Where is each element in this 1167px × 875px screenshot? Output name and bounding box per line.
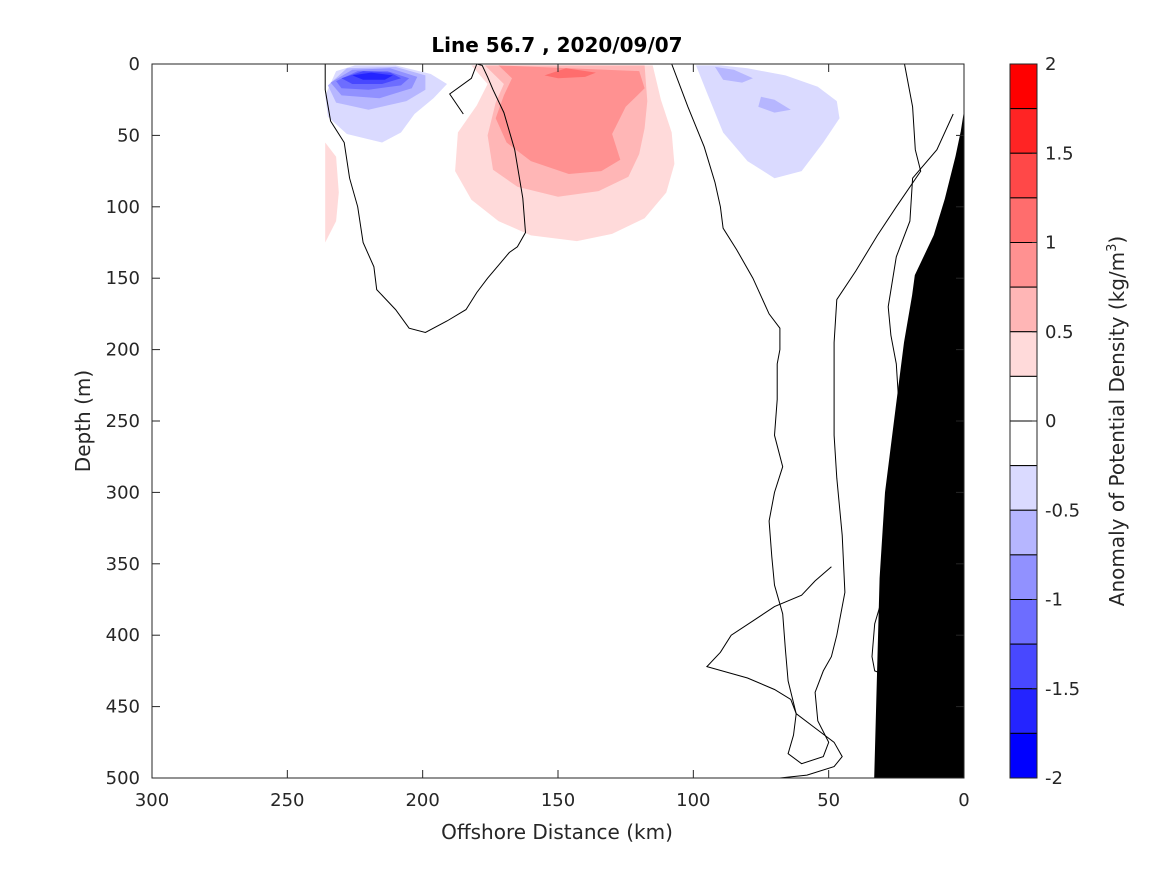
x-tick-label: 150 [541,790,575,811]
y-tick-label: 500 [106,768,140,789]
colorbar-tick-label: -2 [1045,768,1063,789]
y-tick-label: 100 [106,197,140,218]
y-tick-label: 0 [129,54,140,75]
colorbar-level [1009,465,1038,511]
y-tick-label: 300 [106,482,140,503]
positive-eddy-level-9 [495,65,645,174]
y-tick-label: 450 [106,697,140,718]
x-tick-label: 300 [135,790,169,811]
y-tick-label: 200 [106,340,140,361]
colorbar-level [1009,509,1038,556]
x-axis-label: Offshore Distance (km) [441,820,673,844]
colorbar-label-base: Anomaly of Potential Density (kg/m [1105,252,1129,606]
colorbar-level [1009,732,1038,779]
y-axis: 0 50 100 150 200 250 300 350 400 450 500 [106,54,964,789]
colorbar-level [1009,108,1038,154]
colorbar-tick-label: 1.5 [1045,143,1074,164]
negative-west-edge-level-6 [325,142,339,243]
colorbar-tick-label: 0 [1045,411,1056,432]
zero-contour-mid [671,64,843,778]
colorbar: 2 1.5 1 0.5 0 -0.5 -1 -1.5 -2 [1009,54,1080,789]
zero-contour-east [705,64,922,765]
zero-contour-mid-west [449,64,478,115]
colorbar-label: Anomaly of Potential Density (kg/m3) [1105,236,1129,606]
x-tick-label: 200 [405,790,439,811]
x-tick-label: 250 [270,790,304,811]
colorbar-level [1009,420,1038,467]
x-tick-label: 100 [676,790,710,811]
plot-area [151,63,965,779]
colorbar-tick-label: -0.5 [1045,500,1080,521]
colorbar-level [1009,63,1038,110]
colorbar-level [1009,643,1038,690]
seafloor-shelf [874,113,964,778]
colorbar-level [1009,286,1038,333]
negative-core-east-level-13 [758,96,791,113]
seafloor [874,113,964,778]
y-tick-label: 150 [106,268,140,289]
x-tick-label: 0 [958,790,969,811]
colorbar-tick-label: -1 [1045,590,1063,611]
colorbar-tick-label: 1 [1045,233,1056,254]
positive-eddy-level-10 [544,68,596,79]
y-tick-label: 50 [117,125,140,146]
colorbar-level [1009,375,1038,422]
colorbar-tick-label: 0.5 [1045,322,1074,343]
anomaly-regions [325,65,840,243]
colorbar-tick-label: 2 [1045,54,1056,75]
y-axis-label: Depth (m) [71,370,95,472]
colorbar-level [1009,242,1038,288]
y-tick-label: 250 [106,411,140,432]
x-tick-label: 50 [817,790,840,811]
colorbar-level [1009,152,1038,199]
colorbar-label-sup: 3 [1105,244,1120,252]
colorbar-level [1009,688,1038,734]
colorbar-level [1009,599,1038,645]
colorbar-tick-label: -1.5 [1045,679,1080,700]
zero-contour-west [324,64,527,334]
colorbar-level [1009,554,1038,600]
x-axis: 300 250 200 150 100 50 0 [135,64,970,811]
negative-core-east-level-12 [715,66,753,83]
negative-core-west-level-5 [352,72,393,80]
colorbar-level [1009,331,1038,377]
chart-title: Line 56.7 , 2020/09/07 [431,33,682,57]
colorbar-label-end: ) [1105,236,1129,244]
y-tick-label: 400 [106,625,140,646]
negative-core-east-level-11 [696,65,840,179]
colorbar-level [1009,197,1038,243]
y-tick-label: 350 [106,554,140,575]
